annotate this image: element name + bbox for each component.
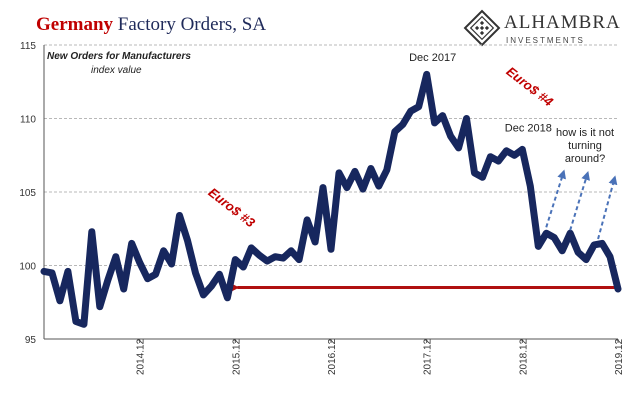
question-annotation: turning (568, 140, 602, 152)
chart-title-rest: Factory Orders, SA (117, 14, 267, 35)
x-tick-label: 2016.12 (327, 338, 338, 375)
series-layer (40, 70, 622, 328)
brand-name: ALHAMBRA (504, 12, 621, 33)
y-tick-label: 105 (19, 188, 36, 199)
series-line (40, 70, 622, 328)
axis-layer: 95 100 105 110 115 2014.12 2015.12 2016.12 2017.… (19, 41, 625, 375)
chart-title: Germany Factory Orders, SA (36, 14, 266, 36)
brand-logo: ALHAMBRA INVESTMENTS (462, 8, 637, 52)
y-tick-label: 110 (20, 115, 36, 126)
x-tick-label: 2019.12 (614, 338, 625, 375)
x-tick-label: 2017.12 (423, 338, 434, 375)
chart-title-accent: Germany (36, 14, 114, 35)
peak-annotation: Dec 2017 (409, 52, 456, 64)
y-tick-label: 100 (19, 262, 36, 273)
brand-diamond-icon (463, 9, 501, 47)
peak-annotation: Dec 2018 (505, 123, 552, 135)
trend-arrow (569, 170, 590, 231)
unit-note: index value (91, 65, 142, 76)
series-note: New Orders for Manufacturers (47, 51, 191, 62)
trend-arrow (545, 169, 566, 228)
trend-arrow (597, 175, 618, 240)
x-tick-label: 2014.12 (136, 338, 147, 375)
x-tick-label: 2018.12 (518, 338, 529, 375)
brand-subtitle: INVESTMENTS (506, 36, 585, 45)
arrow-layer (545, 169, 618, 240)
question-annotation: around? (565, 153, 605, 165)
y-tick-label: 95 (25, 335, 37, 346)
x-tick-label: 2015.12 (231, 338, 242, 375)
question-annotation: how is it not (556, 127, 614, 139)
y-tick-label: 115 (20, 41, 36, 52)
regime-label: Euro$ #4 (504, 64, 557, 110)
